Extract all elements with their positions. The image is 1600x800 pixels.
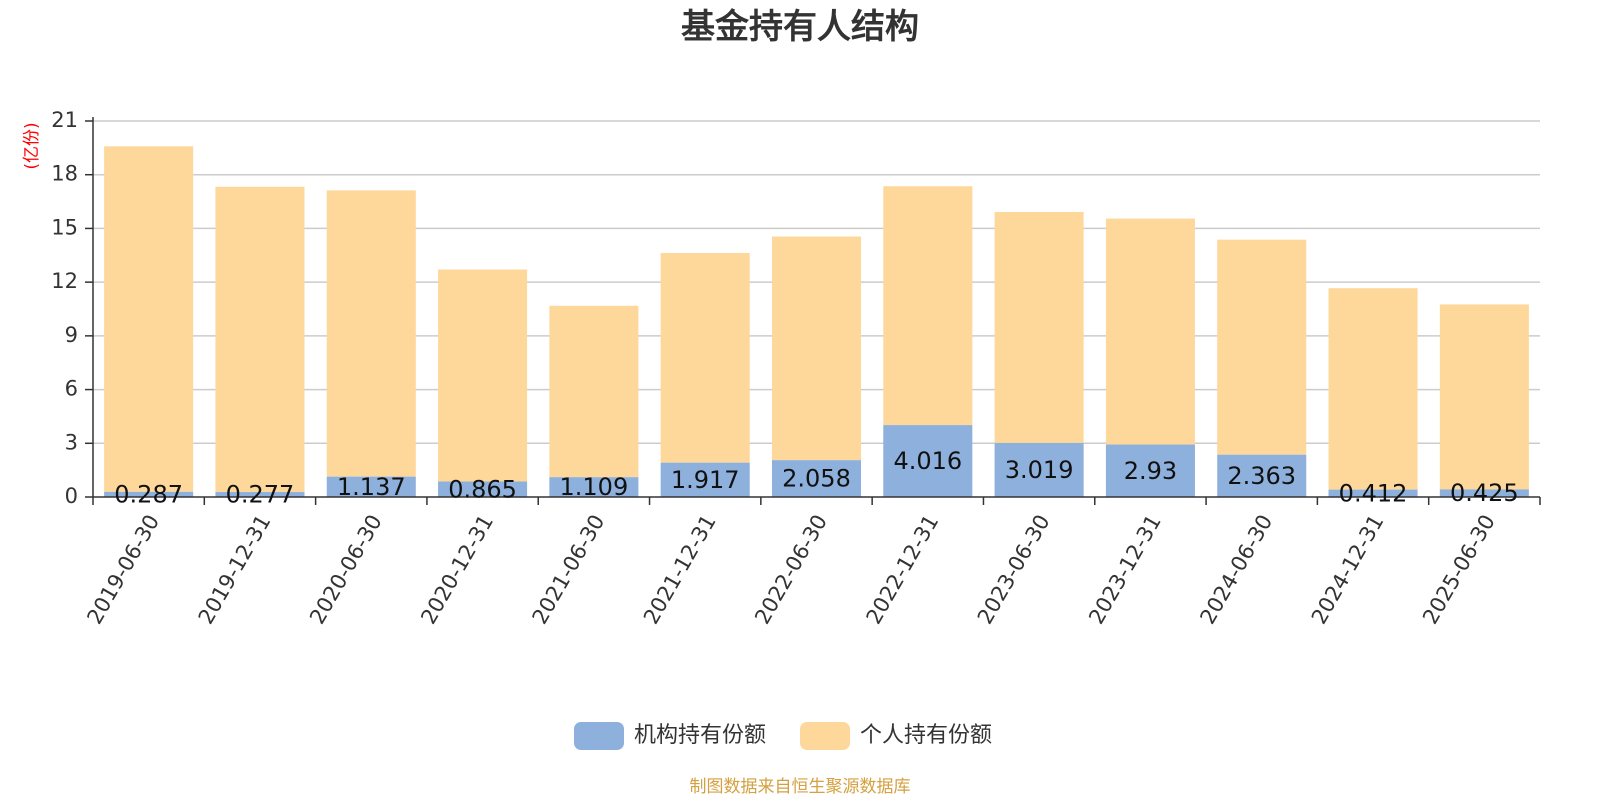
- bar-individual-2021-06-30[interactable]: [549, 305, 639, 478]
- data-label-institutional: 2.363: [1227, 462, 1296, 490]
- bar-individual-2023-06-30[interactable]: [994, 211, 1084, 443]
- data-label-institutional: 0.425: [1450, 479, 1519, 507]
- data-label-institutional: 1.109: [560, 473, 629, 501]
- bar-institutional-2025-06-30[interactable]: [1439, 489, 1529, 497]
- data-labels: 0.287 0.277 1.137 0.865 1.109 1.917 2.058 4.016…: [114, 447, 1518, 508]
- bar-individual-2023-12-31[interactable]: [1105, 218, 1195, 445]
- bar-institutional-2022-12-31[interactable]: [883, 425, 973, 497]
- legend-label: 机构持有份额: [634, 723, 766, 748]
- x-tick-label: 2021-12-31: [639, 511, 721, 629]
- bar-institutional-2023-06-30[interactable]: [994, 442, 1084, 497]
- legend-swatch: [574, 722, 624, 750]
- x-tick-label: 2023-12-31: [1084, 511, 1166, 629]
- data-label-institutional: 1.917: [671, 466, 740, 494]
- bar-individual-2022-06-30[interactable]: [771, 236, 862, 461]
- bar-institutional-2019-06-30[interactable]: [104, 491, 194, 497]
- bar-institutional-2021-12-31[interactable]: [660, 462, 750, 497]
- x-tick-label: 2024-12-31: [1307, 511, 1389, 629]
- bar-institutional-2024-06-30[interactable]: [1217, 454, 1307, 497]
- bar-institutional-2020-06-30[interactable]: [326, 476, 416, 497]
- bar-institutional-2019-12-31[interactable]: [215, 492, 305, 497]
- y-tick-label: 9: [65, 323, 78, 347]
- y-tick-label: 3: [65, 430, 78, 454]
- bar-individual-2025-06-30[interactable]: [1439, 304, 1529, 490]
- bar-individual-2019-12-31[interactable]: [215, 186, 305, 493]
- data-label-institutional: 0.412: [1339, 479, 1408, 507]
- legend-swatch: [800, 722, 850, 750]
- y-axis-unit: (亿份): [22, 122, 42, 169]
- legend-item-institutional[interactable]: 机构持有份额: [574, 722, 766, 750]
- bars: [104, 146, 1529, 497]
- data-label-institutional: 4.016: [893, 447, 962, 475]
- x-tick-label: 2022-12-31: [862, 511, 944, 629]
- bar-individual-2024-06-30[interactable]: [1217, 239, 1307, 455]
- bar-institutional-2020-12-31[interactable]: [438, 481, 528, 497]
- y-tick-label: 0: [65, 484, 78, 508]
- y-tick-label: 12: [51, 269, 78, 293]
- data-label-institutional: 0.277: [226, 481, 295, 509]
- y-tick-label: 18: [51, 162, 78, 186]
- bar-individual-2019-06-30[interactable]: [104, 146, 194, 492]
- x-tick-label: 2022-06-30: [750, 511, 832, 629]
- bar-individual-2020-06-30[interactable]: [326, 190, 416, 477]
- data-label-institutional: 3.019: [1005, 456, 1074, 484]
- data-label-institutional: 0.865: [448, 475, 517, 503]
- legend-item-individual[interactable]: 个人持有份额: [800, 722, 992, 750]
- legend-label: 个人持有份额: [860, 723, 992, 748]
- x-tick-label: 2025-06-30: [1418, 511, 1500, 629]
- x-tick-label: 2023-06-30: [973, 511, 1055, 629]
- bar-individual-2021-12-31[interactable]: [660, 253, 750, 463]
- x-tick-label: 2021-06-30: [528, 511, 610, 629]
- y-tick-label: 21: [51, 108, 78, 132]
- chart-title: 基金持有人结构: [681, 7, 919, 47]
- data-label-institutional: 1.137: [337, 473, 406, 501]
- x-tick-label: 2024-06-30: [1195, 511, 1277, 629]
- bar-institutional-2024-12-31[interactable]: [1328, 489, 1418, 497]
- bar-institutional-2021-06-30[interactable]: [549, 477, 639, 497]
- data-source-note: 制图数据来自恒生聚源数据库: [690, 777, 911, 797]
- data-label-institutional: 2.93: [1124, 457, 1177, 485]
- bar-institutional-2022-06-30[interactable]: [771, 460, 862, 497]
- data-label-institutional: 2.058: [782, 465, 851, 493]
- bar-institutional-2023-12-31[interactable]: [1105, 444, 1195, 497]
- bar-individual-2024-12-31[interactable]: [1328, 288, 1418, 490]
- x-tick-label: 2019-12-31: [194, 511, 276, 629]
- x-tick-label: 2019-06-30: [82, 511, 164, 629]
- y-tick-label: 15: [51, 215, 78, 239]
- x-tick-label: 2020-06-30: [305, 511, 387, 629]
- x-tick-label: 2020-12-31: [416, 511, 498, 629]
- legend[interactable]: 机构持有份额 个人持有份额: [574, 722, 992, 750]
- bar-individual-2022-12-31[interactable]: [883, 186, 973, 426]
- y-tick-label: 6: [65, 377, 78, 401]
- data-label-institutional: 0.287: [114, 480, 183, 508]
- bar-individual-2020-12-31[interactable]: [438, 269, 528, 482]
